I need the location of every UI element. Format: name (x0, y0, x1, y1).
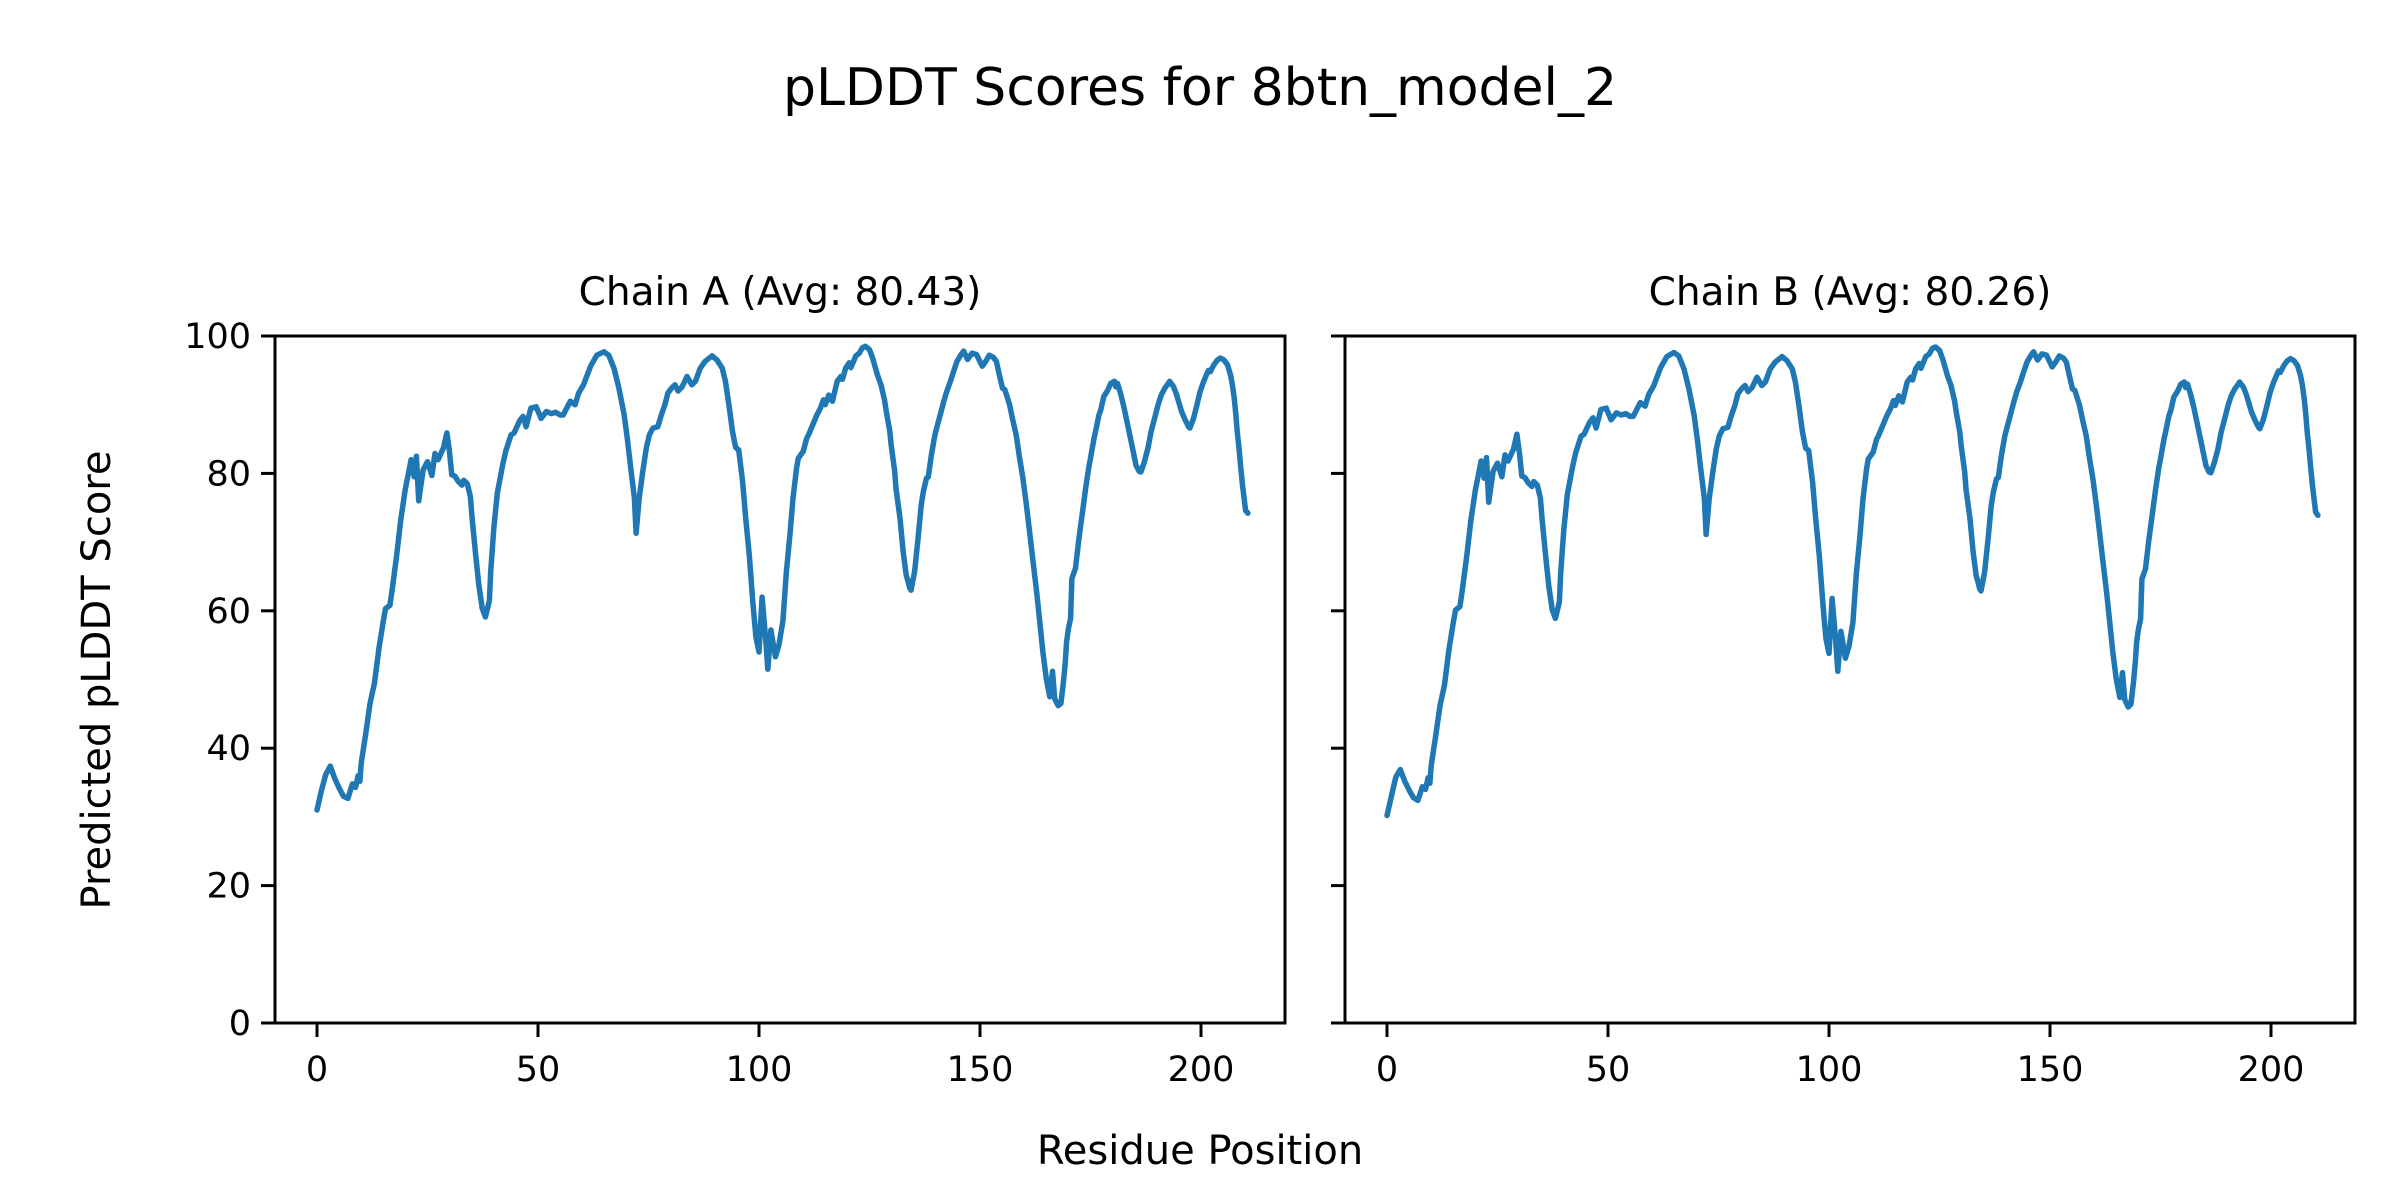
x-tick-label: 0 (1376, 1050, 1398, 1090)
y-axis-label: Predicted pLDDT Score (74, 450, 120, 910)
y-tick-label: 100 (184, 317, 251, 357)
y-tick-label: 80 (206, 454, 251, 494)
plddt-line-chain-a (314, 343, 1251, 813)
x-axis-label: Residue Position (1036, 1128, 1364, 1174)
axes-frame (273, 334, 1287, 1025)
y-tick-label: 40 (206, 729, 251, 769)
x-tick-label: 100 (1796, 1050, 1863, 1090)
x-tick-label: 200 (2238, 1050, 2305, 1090)
subplot-chain-a-title: Chain A (Avg: 80.43) (578, 270, 982, 315)
x-tick-label: 100 (726, 1050, 793, 1090)
x-tick-label: 200 (1168, 1050, 1235, 1090)
x-tick-label: 150 (947, 1050, 1014, 1090)
x-tick-label: 50 (516, 1050, 561, 1090)
axes-frame (1343, 334, 2357, 1025)
y-tick-label: 60 (206, 592, 251, 632)
y-tick-label: 0 (229, 1004, 251, 1044)
subplot-chain-b-title: Chain B (Avg: 80.26) (1648, 270, 2052, 315)
plddt-line-chain-b (1384, 344, 2321, 819)
x-tick-label: 150 (2017, 1050, 2084, 1090)
figure-title: pLDDT Scores for 8btn_model_2 (782, 58, 1618, 118)
y-tick-label: 20 (206, 867, 251, 907)
x-tick-label: 50 (1586, 1050, 1631, 1090)
x-tick-label: 0 (306, 1050, 328, 1090)
